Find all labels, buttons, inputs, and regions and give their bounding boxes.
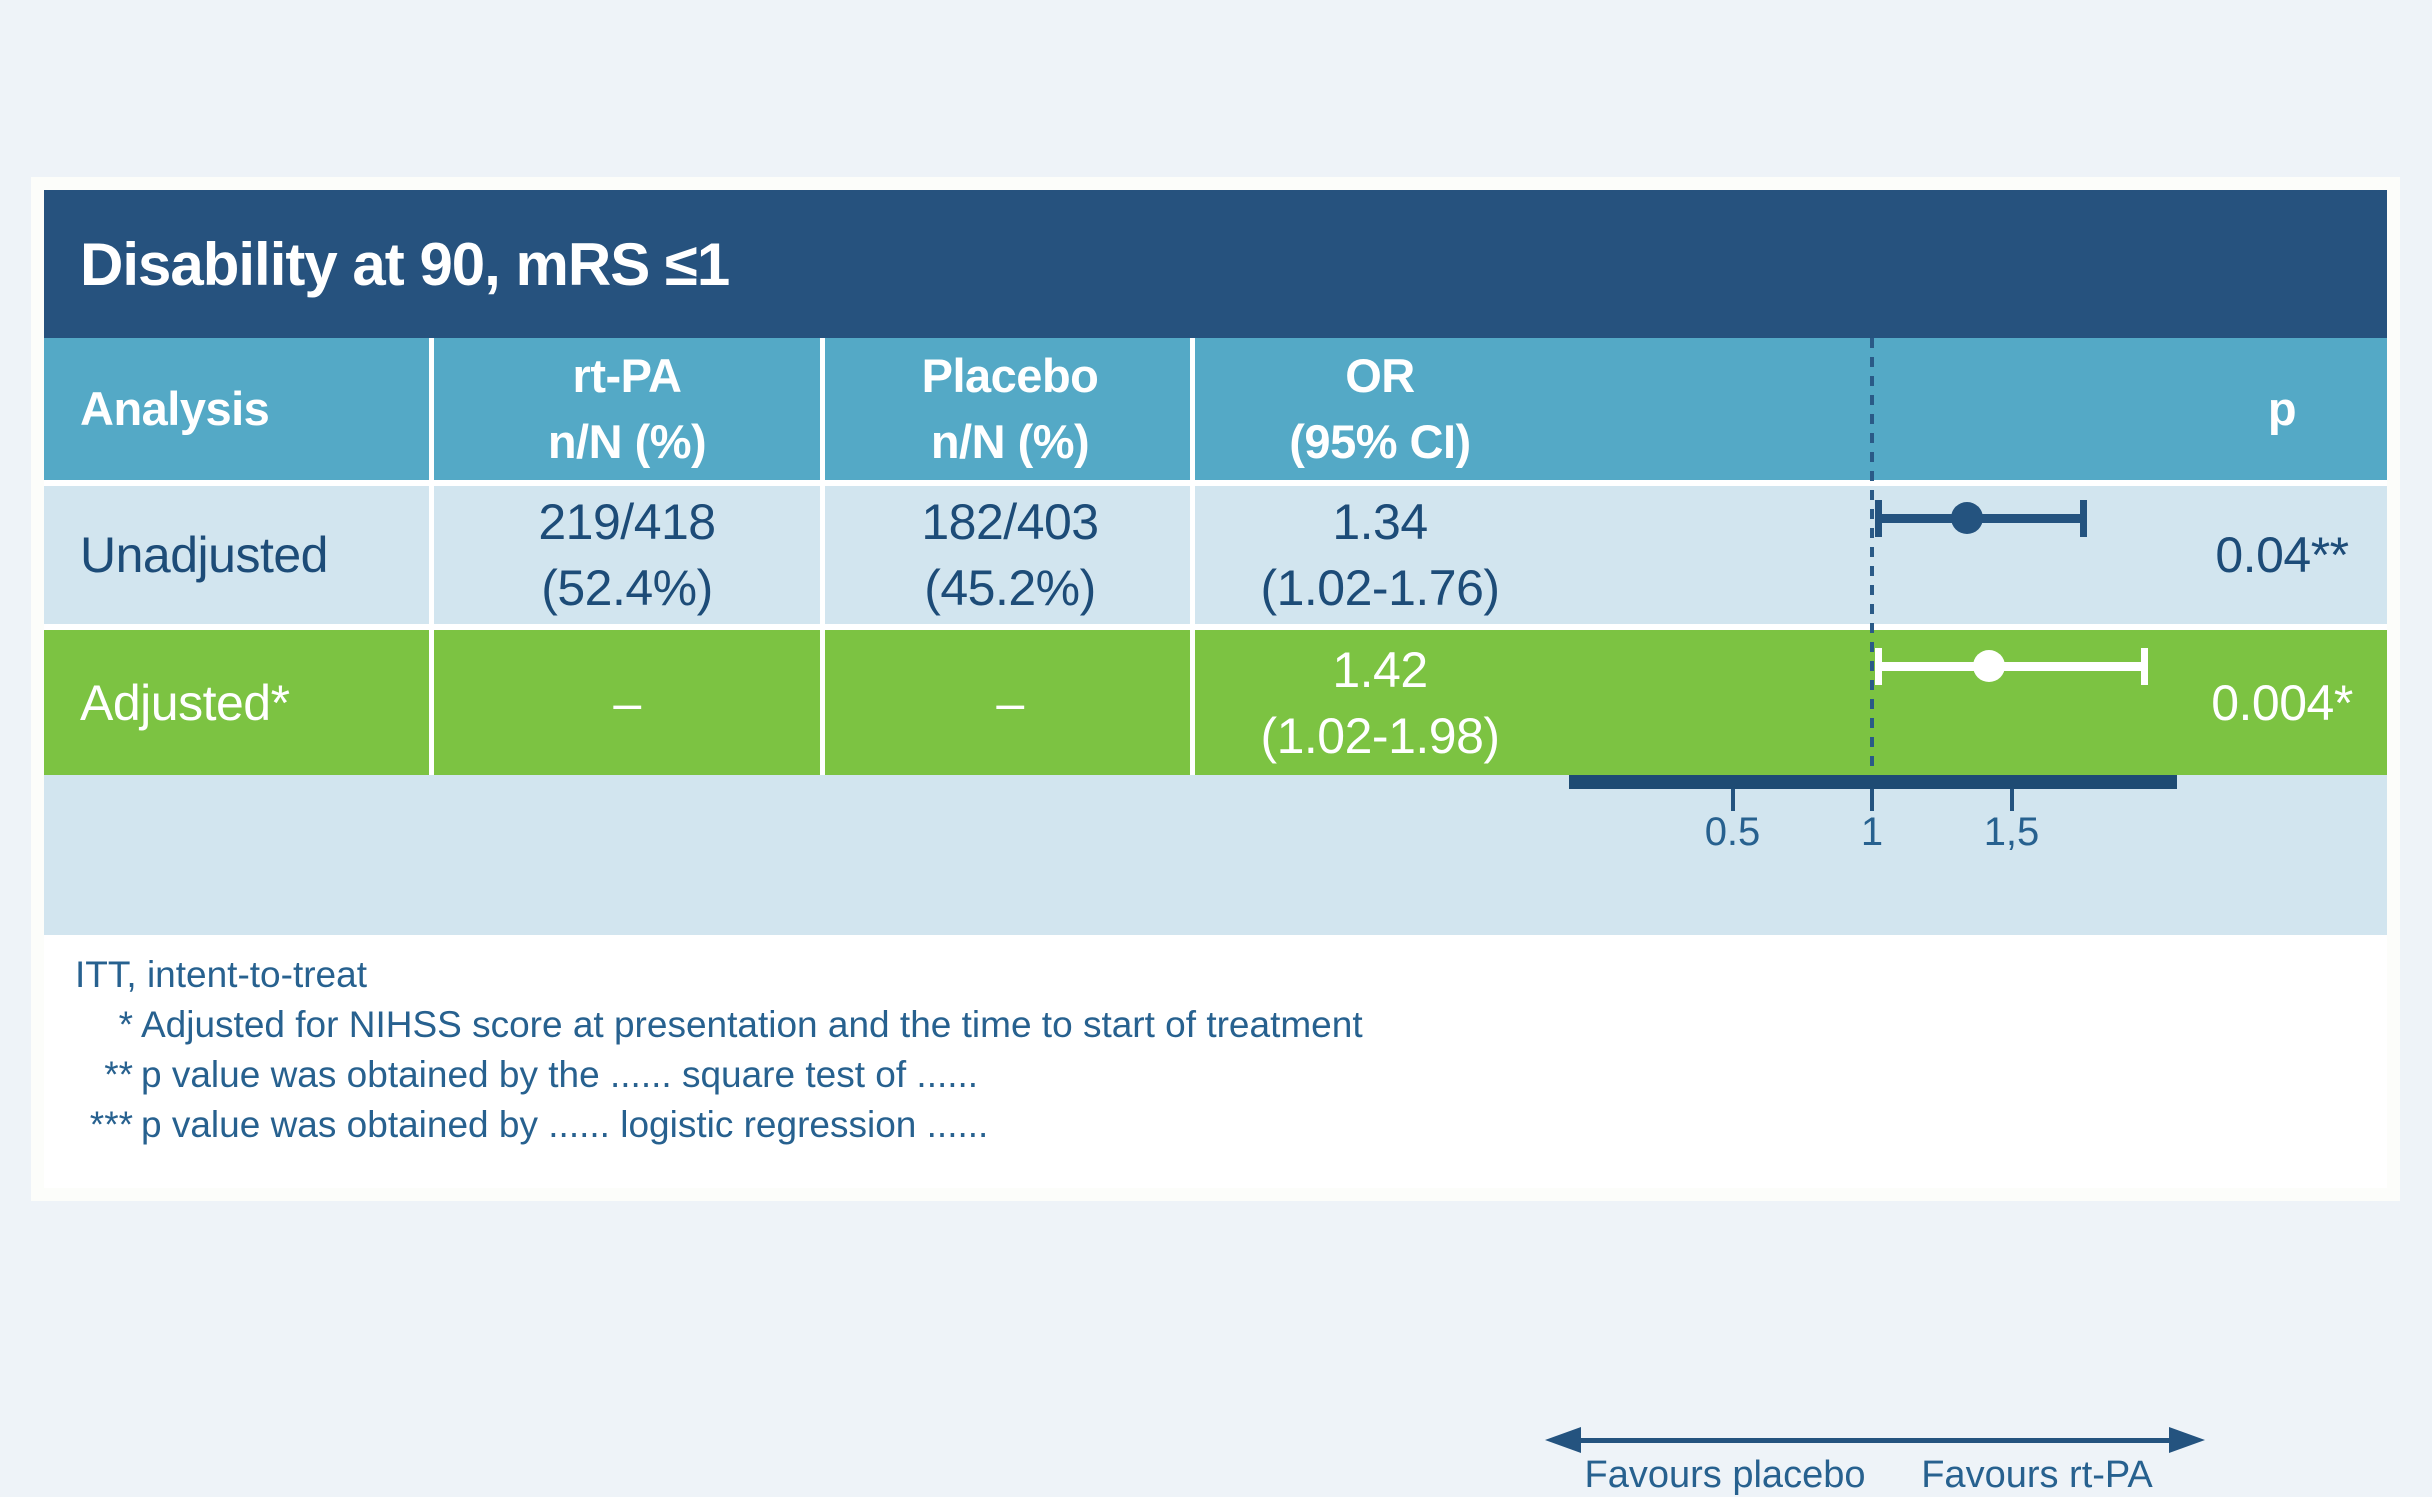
cell-or-value: 1.42 xyxy=(1332,641,1428,698)
axis-tick-label: 1 xyxy=(1860,810,1884,854)
footnote-logistic-regression: *** p value was obtained by ...... logist… xyxy=(75,1100,1363,1150)
header-p: p xyxy=(2267,382,2297,435)
right-arrow-icon xyxy=(2169,1427,2205,1453)
footnote-text: p value was obtained by the ...... squar… xyxy=(141,1054,979,1095)
header-placebo-line1: Placebo xyxy=(921,349,1099,402)
favours-rtpa-label: Favours rt-PA xyxy=(1921,1454,2153,1496)
cell-or-ci: (1.02-1.76) xyxy=(1260,560,1500,616)
cell-placebo-n: 182/403 xyxy=(921,494,1099,550)
footnote-text: Adjusted for NIHSS score at presentation… xyxy=(141,1004,1363,1045)
footnote-itt: ITT, intent-to-treat xyxy=(75,950,1363,1000)
cell-rtpa-dash: – xyxy=(613,674,641,731)
cell-analysis: Unadjusted xyxy=(80,527,328,583)
forest-axis-zone: 0.5 1 1,5 Favours placebo Favours rt-PA xyxy=(44,775,2387,1496)
table-row-unadjusted: Unadjusted 219/418 (52.4%) 182/403 (45.2… xyxy=(44,486,2387,624)
cell-rtpa-pct: (52.4%) xyxy=(541,560,713,616)
cell-placebo-dash: – xyxy=(996,674,1024,731)
results-panel: Disability at 90, mRS ≤1 Analysis rt-PA … xyxy=(44,190,2387,1496)
footnote-marker: ** xyxy=(104,1054,133,1095)
axis-arrow-line xyxy=(1574,1438,2174,1443)
footnote-adjusted: * Adjusted for NIHSS score at presentatio… xyxy=(75,1000,1363,1050)
header-or-line2: (95% CI) xyxy=(1289,415,1471,468)
cell-placebo-pct: (45.2%) xyxy=(924,560,1096,616)
header-or-line1: OR xyxy=(1345,349,1415,402)
footnote-text: p value was obtained by ...... logistic … xyxy=(141,1104,989,1145)
cell-or-value: 1.34 xyxy=(1332,494,1428,550)
column-divider xyxy=(820,338,825,775)
header-rtpa: rt-PA n/N (%) xyxy=(434,338,820,480)
header-placebo-line2: n/N (%) xyxy=(930,415,1090,468)
cell-or-ci: (1.02-1.98) xyxy=(1260,707,1500,764)
favours-placebo-label: Favours placebo xyxy=(1584,1454,1866,1496)
axis-tick xyxy=(1730,789,1735,811)
reference-line-or1 xyxy=(1870,338,1874,775)
cell-p: 0.004* xyxy=(2211,674,2353,731)
header-rtpa-line1: rt-PA xyxy=(572,349,682,402)
table-row-adjusted: Adjusted* – – 1.42 (1.02-1.98) 0.004* xyxy=(44,630,2387,775)
cell-rtpa: 219/418 (52.4%) xyxy=(434,486,820,624)
footnote-marker: *** xyxy=(89,1104,133,1145)
axis-tick xyxy=(1870,789,1874,811)
left-arrow-icon xyxy=(1545,1427,1581,1453)
column-divider xyxy=(1190,338,1195,775)
header-or: OR (95% CI) xyxy=(1195,338,1565,480)
column-divider xyxy=(429,338,434,775)
cell-analysis: Adjusted* xyxy=(80,674,290,731)
axis-tick-label: 0.5 xyxy=(1704,810,1761,854)
footnote-square-test: ** p value was obtained by the ...... squ… xyxy=(75,1050,1363,1100)
cell-or: 1.34 (1.02-1.76) xyxy=(1195,486,1565,624)
header-analysis: Analysis xyxy=(80,382,270,435)
cell-p: 0.04** xyxy=(2215,527,2349,583)
axis-top-bar xyxy=(1569,775,2177,789)
table-header-row: Analysis rt-PA n/N (%) Placebo n/N (%) O… xyxy=(44,338,2387,480)
panel-title-bar: Disability at 90, mRS ≤1 xyxy=(44,190,2387,338)
cell-or: 1.42 (1.02-1.98) xyxy=(1195,630,1565,775)
panel-title: Disability at 90, mRS ≤1 xyxy=(80,230,730,298)
header-placebo: Placebo n/N (%) xyxy=(830,338,1190,480)
axis-tick-label: 1,5 xyxy=(1983,810,2040,854)
header-rtpa-line2: n/N (%) xyxy=(547,415,707,468)
cell-placebo: 182/403 (45.2%) xyxy=(830,486,1190,624)
axis-tick xyxy=(2009,789,2014,811)
footnotes: ITT, intent-to-treat * Adjusted for NIHSS… xyxy=(75,950,1363,1150)
footnote-marker: * xyxy=(118,1004,133,1045)
cell-rtpa-n: 219/418 xyxy=(538,494,716,550)
footnote-text: ITT, intent-to-treat xyxy=(75,954,367,995)
